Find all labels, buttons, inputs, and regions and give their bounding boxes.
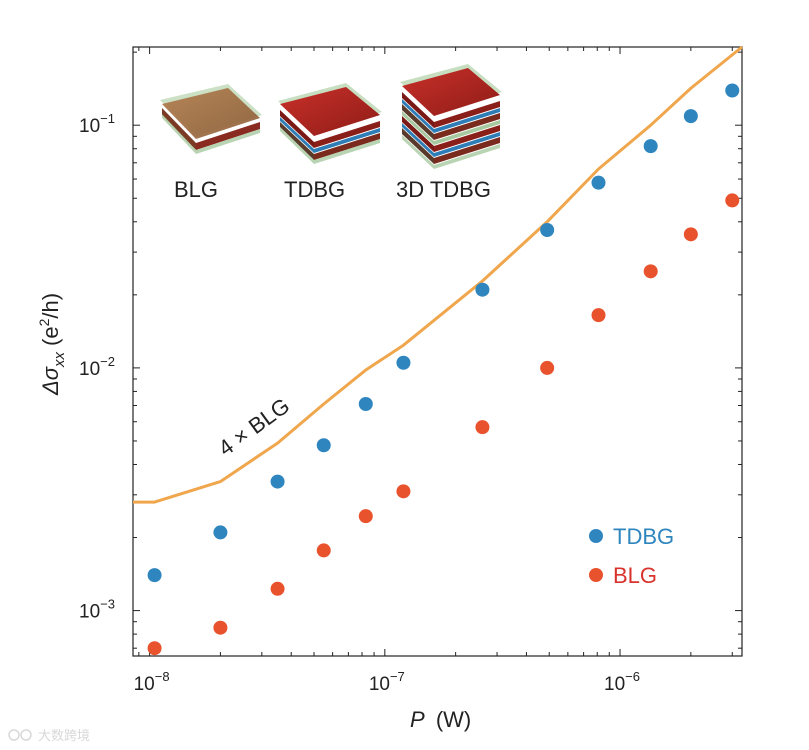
y-axis-label-main: Δσ [38,366,63,396]
data-point-tdbg [270,474,285,489]
legend-label-tdbg: TDBG [613,524,674,549]
legend-marker-blg [589,568,603,582]
legend: TDBG BLG [589,524,674,588]
x-axis-label-main: P [410,707,425,732]
legend-label-blg: BLG [613,563,657,588]
data-point-blg [358,509,373,524]
data-point-blg [270,581,285,596]
x-tick-label-exp: −7 [390,669,405,684]
data-point-tdbg [316,438,331,453]
y-tick-label-exp: −2 [100,354,115,369]
watermark: 大数跨境 [8,729,90,744]
y-tick-label-exp: −3 [100,597,115,612]
blg-stack-illustration [160,84,262,154]
x-tick-label: 10−8 [134,669,170,695]
y-axis-label-unit-post: /h) [38,293,63,319]
inset-label-3d-tdbg: 3D TDBG [396,177,491,202]
data-point-tdbg [683,109,698,124]
data-point-tdbg [147,568,162,583]
x-axis-label: P (W) [410,707,471,732]
data-point-blg [591,308,606,323]
y-tick-label: 10−2 [79,354,115,380]
data-point-blg [540,360,555,375]
data-point-tdbg [591,175,606,190]
data-point-tdbg [475,282,490,297]
data-point-blg [725,193,740,208]
data-point-blg [683,227,698,242]
data-point-tdbg [725,83,740,98]
annotation-4xblg: 4 × BLG [214,393,295,461]
data-point-blg [147,641,162,656]
y-tick-label-base: 10 [79,359,100,380]
y-axis-ticks: 10−310−210−1 [79,51,742,649]
data-point-tdbg [643,139,658,154]
inset-label-tdbg: TDBG [284,177,345,202]
data-point-tdbg [540,222,555,237]
y-axis-label: Δσxx (e2/h) [36,293,68,396]
y-axis-label-unit-sup: 2 [36,318,52,326]
plot-frame [132,46,743,657]
x-tick-label: 10−7 [369,669,405,695]
watermark-text: 大数跨境 [38,729,90,744]
y-tick-label: 10−3 [79,597,115,623]
data-point-blg [396,484,411,499]
series-line-4-blg [133,45,743,504]
inset-label-blg: BLG [174,177,218,202]
3d-tdbg-stack-illustration [400,64,502,169]
data-point-blg [643,264,658,279]
y-tick-label-base: 10 [79,602,100,623]
x-tick-label-base: 10 [604,674,625,695]
data-point-tdbg [396,355,411,370]
x-tick-label-exp: −6 [625,669,640,684]
x-tick-label: 10−6 [604,669,640,695]
x-tick-label-base: 10 [369,674,390,695]
data-point-tdbg [358,396,373,411]
y-tick-label-exp: −1 [100,111,115,126]
y-tick-label: 10−1 [79,111,115,137]
x-axis-label-unit: (W) [436,707,471,732]
data-point-blg [213,620,228,635]
inset-illustrations: BLG TDBG 3D TDBG [160,64,502,202]
y-tick-label-base: 10 [79,116,100,137]
data-point-blg [316,543,331,558]
y-axis-label-sub: xx [51,351,68,368]
x-axis-ticks: 10−8 10−7 10−6 [134,47,733,695]
y-axis-label-unit-pre: (e [38,326,63,346]
legend-marker-tdbg [589,529,603,543]
x-tick-label-base: 10 [134,674,155,695]
line-series-layer [133,45,743,504]
data-point-blg [475,420,490,435]
tdbg-stack-illustration [278,83,382,164]
data-point-tdbg [213,525,228,540]
x-tick-label-exp: −8 [155,669,170,684]
point-series-layer [147,83,740,656]
